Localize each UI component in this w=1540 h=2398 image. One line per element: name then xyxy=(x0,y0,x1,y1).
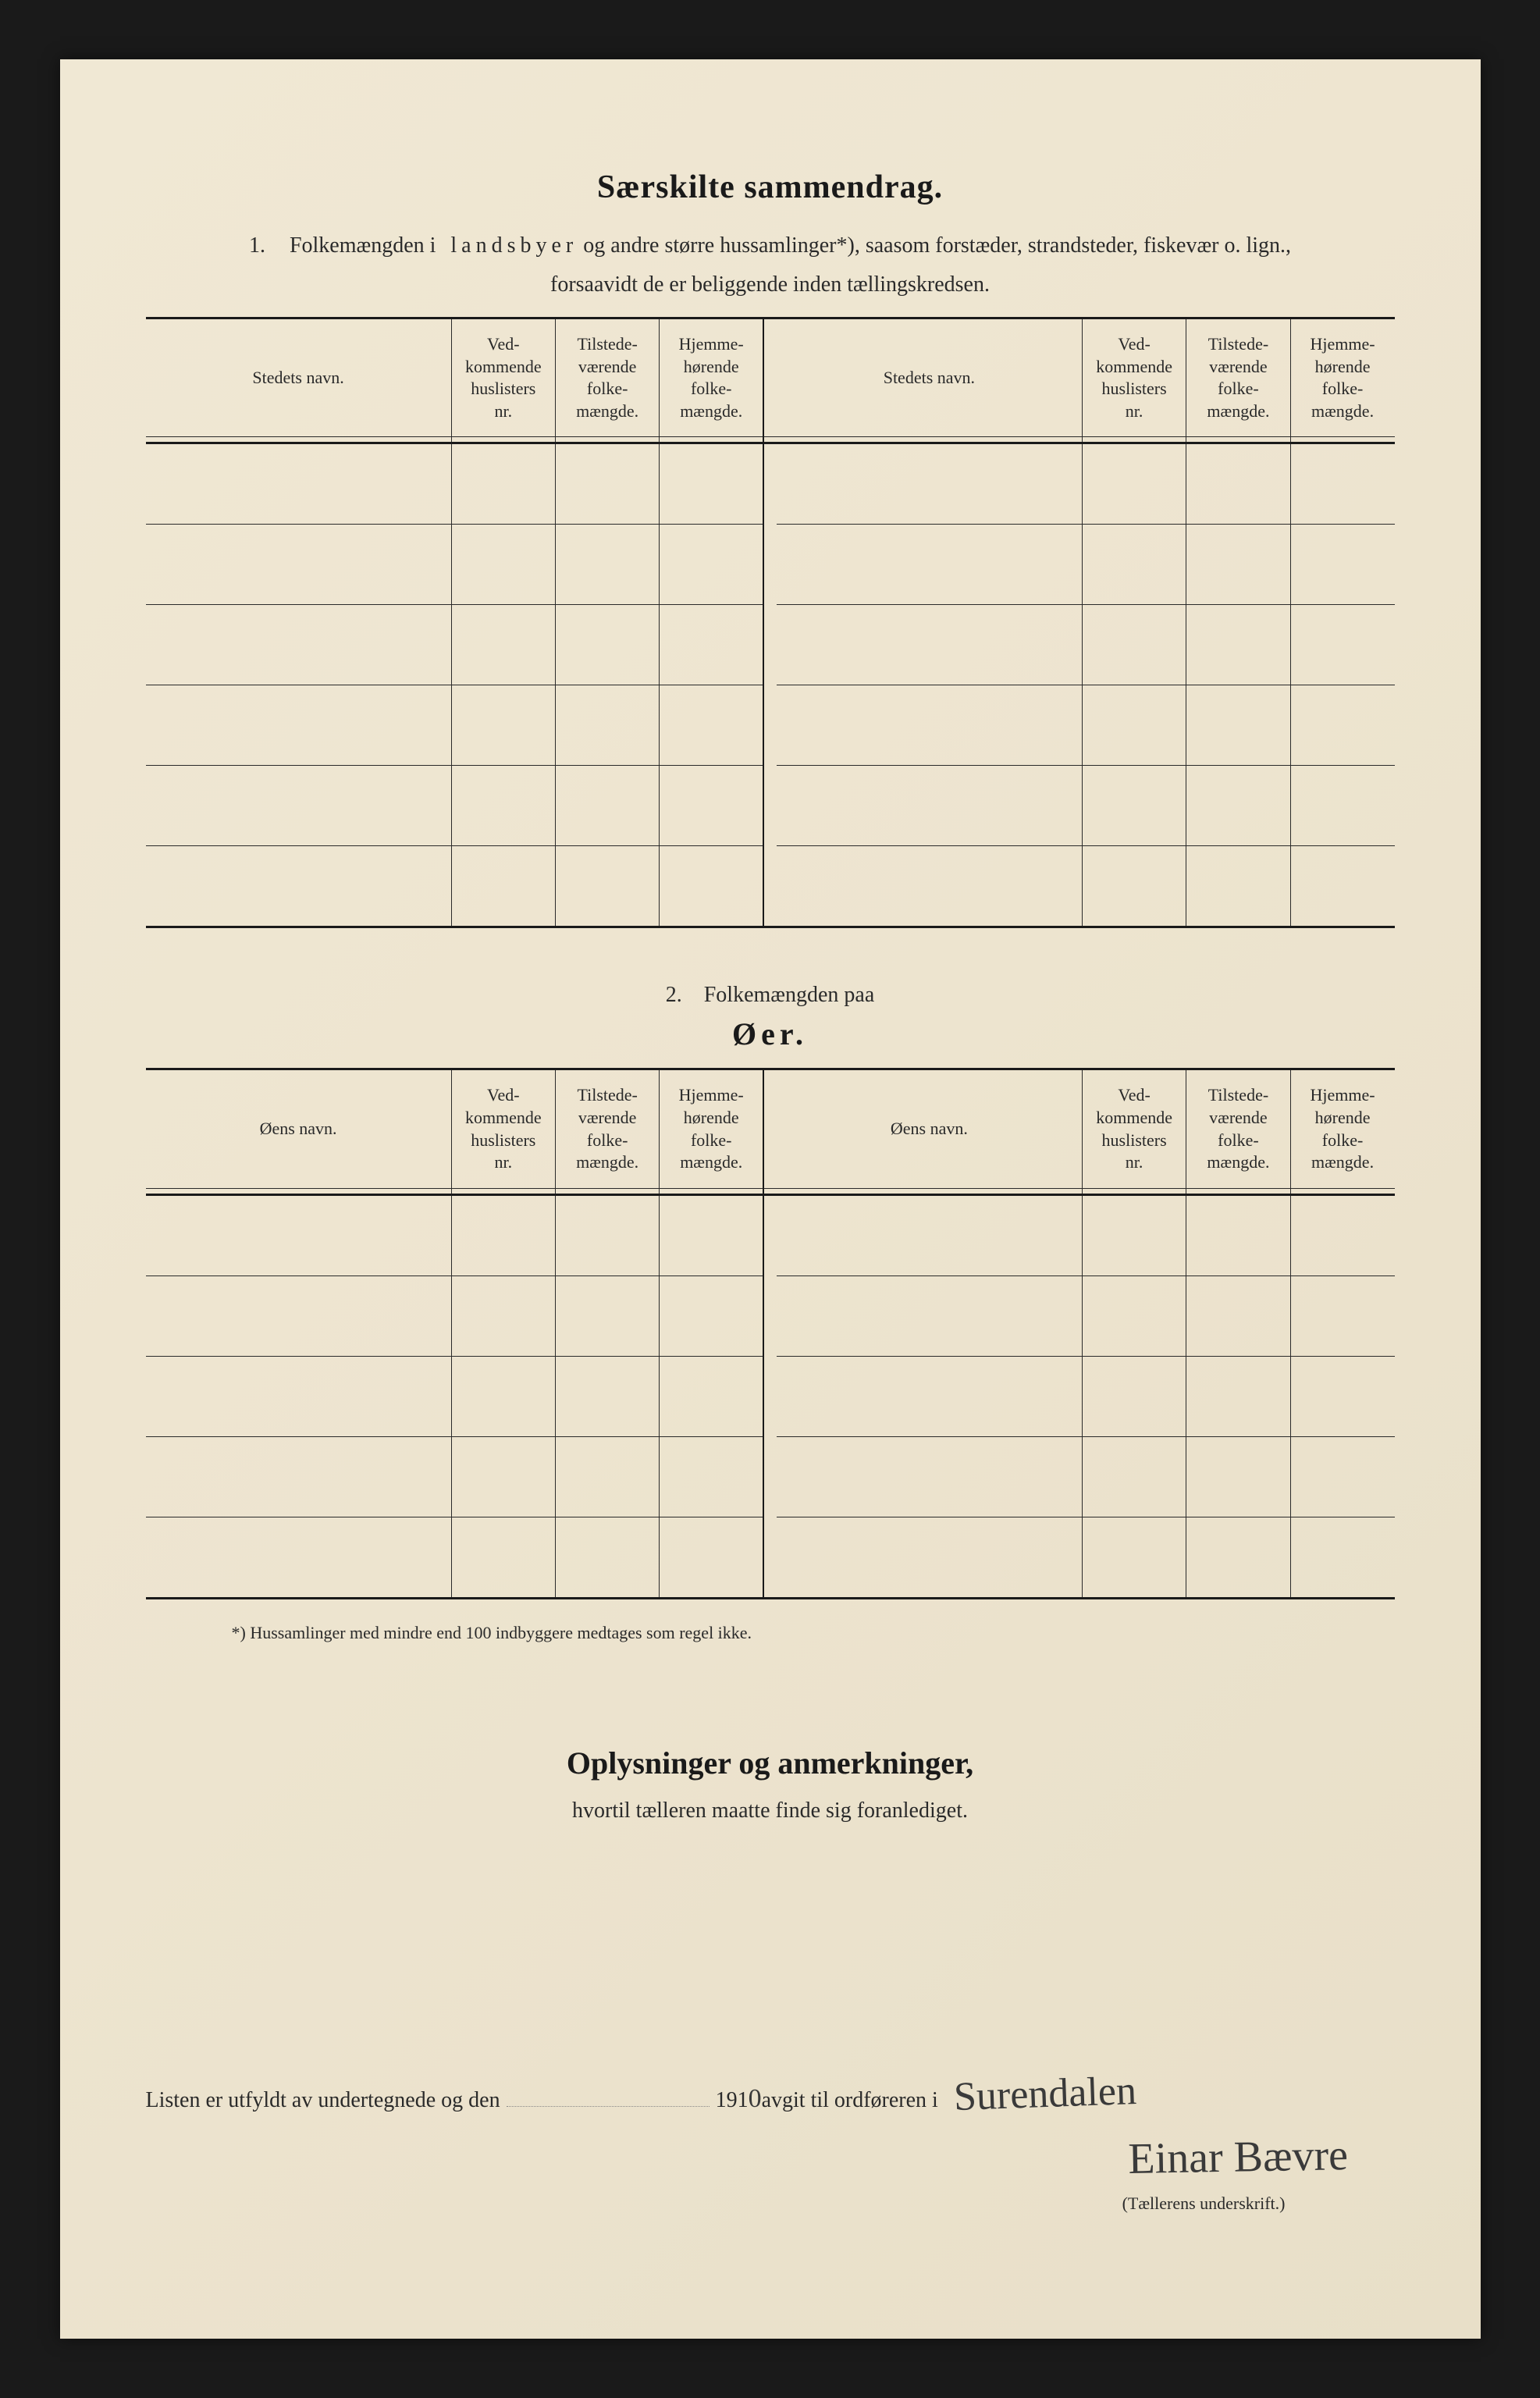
signer-handwritten: Einar Bævre xyxy=(145,2129,1395,2201)
col-huslisters-1b: Ved- kommende huslisters nr. xyxy=(451,1069,555,1188)
intro-post: og andre større hussamlinger*), saasom f… xyxy=(578,233,1291,258)
intro-spaced: i landsbyer xyxy=(430,233,578,258)
section1-intro-line2: forsaavidt de er beliggende inden tællin… xyxy=(146,269,1395,301)
census-form-page: Særskilte sammendrag. 1. Folkemængden i … xyxy=(60,59,1481,2339)
sig-mid: avgit til ordføreren i xyxy=(762,2088,938,2113)
table-oer: Øens navn. Ved- kommende huslisters nr. … xyxy=(146,1068,1395,1599)
year-handwritten: 0 xyxy=(749,2084,762,2114)
table-row xyxy=(146,1275,1395,1356)
col-tilstede-2: Tilstede- værende folke- mængde. xyxy=(1186,318,1290,437)
col-hjemme-1: Hjemme- hørende folke- mængde. xyxy=(660,318,763,437)
col-oens-navn-1: Øens navn. xyxy=(146,1069,452,1188)
section2-heading: 2. Folkemængden paa Øer. xyxy=(146,983,1395,1052)
section1-intro-line1: 1. Folkemængden i landsbyer og andre stø… xyxy=(146,229,1395,262)
sig-pre: Listen er utfyldt av undertegnede og den xyxy=(146,2088,500,2113)
table2-body xyxy=(146,1194,1395,1598)
year-print: 191 xyxy=(716,2088,749,2113)
col-stedets-navn-1: Stedets navn. xyxy=(146,318,452,437)
oplysninger-title: Oplysninger og anmerkninger, xyxy=(146,1745,1395,1781)
col-tilstede-1: Tilstede- værende folke- mængde. xyxy=(555,318,659,437)
intro-pre: Folkemængden xyxy=(290,233,430,258)
table-landsbyer: Stedets navn. Ved- kommende huslisters n… xyxy=(146,317,1395,928)
col-huslisters-2: Ved- kommende huslisters nr. xyxy=(1082,318,1186,437)
signature-block: Listen er utfyldt av undertegnede og den… xyxy=(146,2071,1395,2214)
footnote: *) Hussamlinger med mindre end 100 indby… xyxy=(232,1623,1395,1643)
table-row xyxy=(146,605,1395,685)
col-oens-navn-2: Øens navn. xyxy=(777,1069,1083,1188)
date-blank xyxy=(507,2106,710,2107)
col-huslisters-2b: Ved- kommende huslisters nr. xyxy=(1082,1069,1186,1188)
table-row xyxy=(146,1194,1395,1275)
col-hjemme-1b: Hjemme- hørende folke- mængde. xyxy=(660,1069,763,1188)
table-row xyxy=(146,1436,1395,1517)
table-row xyxy=(146,1517,1395,1598)
col-gap xyxy=(763,318,777,437)
col-gap-2 xyxy=(763,1069,777,1188)
section2-big: Øer. xyxy=(146,1016,1395,1052)
section1-number: 1. xyxy=(249,233,265,258)
table-row xyxy=(146,685,1395,766)
table-row xyxy=(146,443,1395,525)
col-tilstede-2b: Tilstede- værende folke- mængde. xyxy=(1186,1069,1290,1188)
col-hjemme-2b: Hjemme- hørende folke- mængde. xyxy=(1290,1069,1394,1188)
table1-body xyxy=(146,443,1395,927)
col-hjemme-2: Hjemme- hørende folke- mængde. xyxy=(1290,318,1394,437)
signature-line: Listen er utfyldt av undertegnede og den… xyxy=(146,2071,1395,2117)
col-stedets-navn-2: Stedets navn. xyxy=(777,318,1083,437)
oplysninger-sub: hvortil tælleren maatte finde sig foranl… xyxy=(146,1798,1395,1823)
table-row xyxy=(146,766,1395,846)
col-huslisters-1: Ved- kommende huslisters nr. xyxy=(451,318,555,437)
section2-number: 2. xyxy=(666,983,682,1007)
table-row xyxy=(146,525,1395,605)
table-row xyxy=(146,1356,1395,1436)
section2-text: Folkemængden paa xyxy=(704,983,875,1007)
col-tilstede-1b: Tilstede- værende folke- mængde. xyxy=(555,1069,659,1188)
section1-title: Særskilte sammendrag. xyxy=(146,169,1395,206)
table-row xyxy=(146,846,1395,927)
place-handwritten: Surendalen xyxy=(953,2068,1137,2120)
